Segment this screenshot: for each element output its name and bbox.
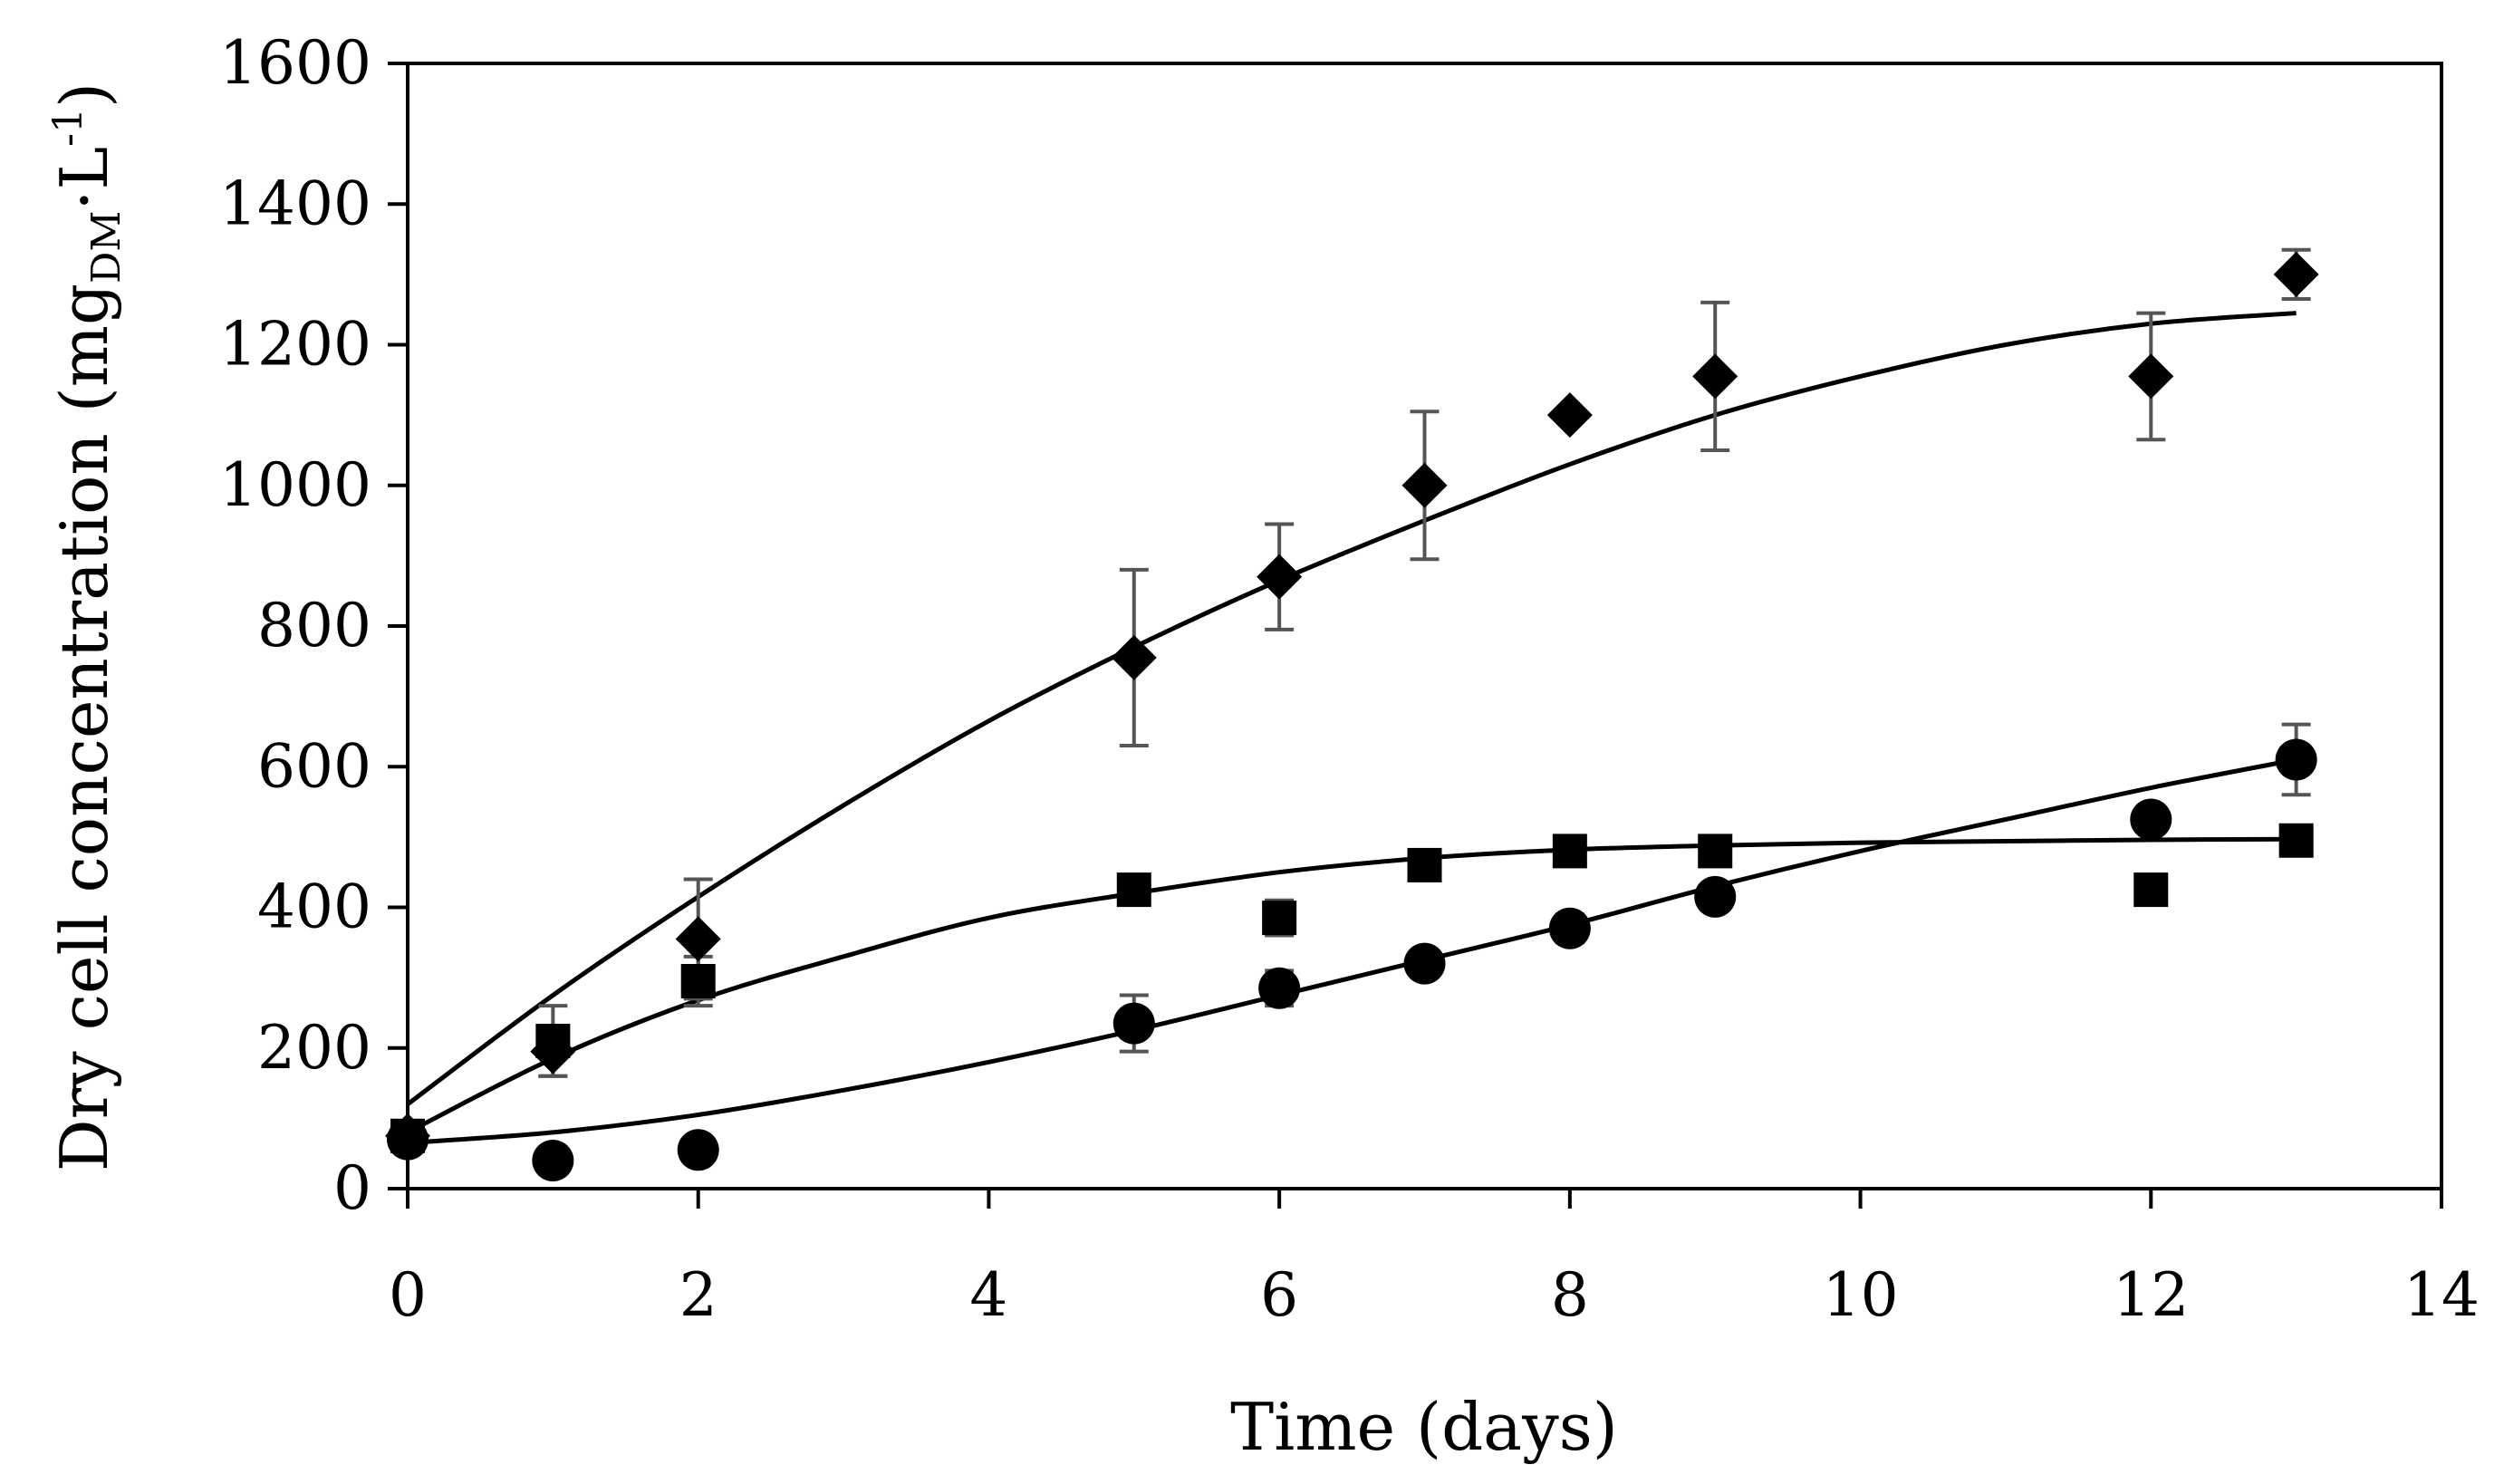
diamond-point xyxy=(1111,634,1157,680)
square-point xyxy=(1116,872,1151,908)
x-axis-ticks: 0 2 4 6 8 10 12 14 xyxy=(389,1189,2480,1330)
y-tick-label: 1200 xyxy=(219,310,371,380)
circle-fit-curve xyxy=(407,757,2297,1146)
x-tick-label: 0 xyxy=(389,1260,427,1330)
diamond-point xyxy=(675,916,721,962)
y-axis-title-dot: ·L xyxy=(46,147,122,211)
y-tick-label: 1400 xyxy=(219,169,371,238)
circle-point xyxy=(1694,875,1737,918)
y-tick-label: 800 xyxy=(257,591,371,660)
square-point xyxy=(1407,847,1442,882)
circle-point xyxy=(387,1118,429,1161)
x-tick-label: 12 xyxy=(2113,1260,2189,1330)
square-point xyxy=(1262,901,1297,936)
diamond-point xyxy=(1257,554,1303,600)
y-axis-title-subscript: DM xyxy=(83,211,130,284)
y-tick-label: 1600 xyxy=(219,28,371,98)
y-axis-ticks: 0 200 400 600 800 1000 1200 1400 1600 xyxy=(219,28,408,1223)
diamond-point xyxy=(1401,462,1448,508)
square-point xyxy=(680,964,716,999)
y-tick-label: 400 xyxy=(257,872,371,942)
square-point xyxy=(1698,834,1733,869)
y-tick-label: 600 xyxy=(257,731,371,801)
x-tick-label: 2 xyxy=(679,1260,717,1330)
y-tick-label: 200 xyxy=(257,1013,371,1083)
diamond-point xyxy=(2128,353,2174,400)
circle-point xyxy=(1548,907,1591,949)
diamond-fit-curve xyxy=(406,311,2297,1106)
x-tick-label: 8 xyxy=(1551,1260,1589,1330)
circle-point xyxy=(2130,798,2172,841)
x-tick-label: 14 xyxy=(2403,1260,2480,1330)
data-markers xyxy=(385,251,2319,1181)
circle-point xyxy=(677,1129,719,1171)
x-axis-title: Time (days) xyxy=(1230,1389,1618,1465)
square-point xyxy=(1552,834,1587,869)
y-tick-label: 0 xyxy=(333,1153,371,1223)
y-axis-title-main: Dry cell concentration (mg xyxy=(46,284,122,1171)
x-tick-label: 10 xyxy=(1823,1260,1899,1330)
y-axis-title: Dry cell concentration (mgDM·L-1) xyxy=(45,82,130,1171)
x-tick-label: 6 xyxy=(1260,1260,1298,1330)
square-point xyxy=(535,1023,571,1058)
fit-curves xyxy=(406,311,2297,1146)
square-point xyxy=(2278,823,2314,858)
diamond-point xyxy=(1692,353,1738,400)
y-axis-title-superscript: -1 xyxy=(45,108,91,147)
circle-point xyxy=(1403,942,1446,985)
y-axis-title-close: ) xyxy=(46,82,122,108)
circle-point xyxy=(2275,738,2317,781)
circle-point xyxy=(532,1139,574,1181)
diamond-point xyxy=(2273,251,2319,297)
plot-frame xyxy=(406,62,2443,1190)
y-tick-label: 1000 xyxy=(219,450,371,520)
circle-point xyxy=(1112,1002,1155,1045)
circle-point xyxy=(1258,967,1301,1009)
square-point xyxy=(2133,872,2169,908)
x-tick-label: 4 xyxy=(969,1260,1007,1330)
diamond-point xyxy=(1546,392,1593,438)
